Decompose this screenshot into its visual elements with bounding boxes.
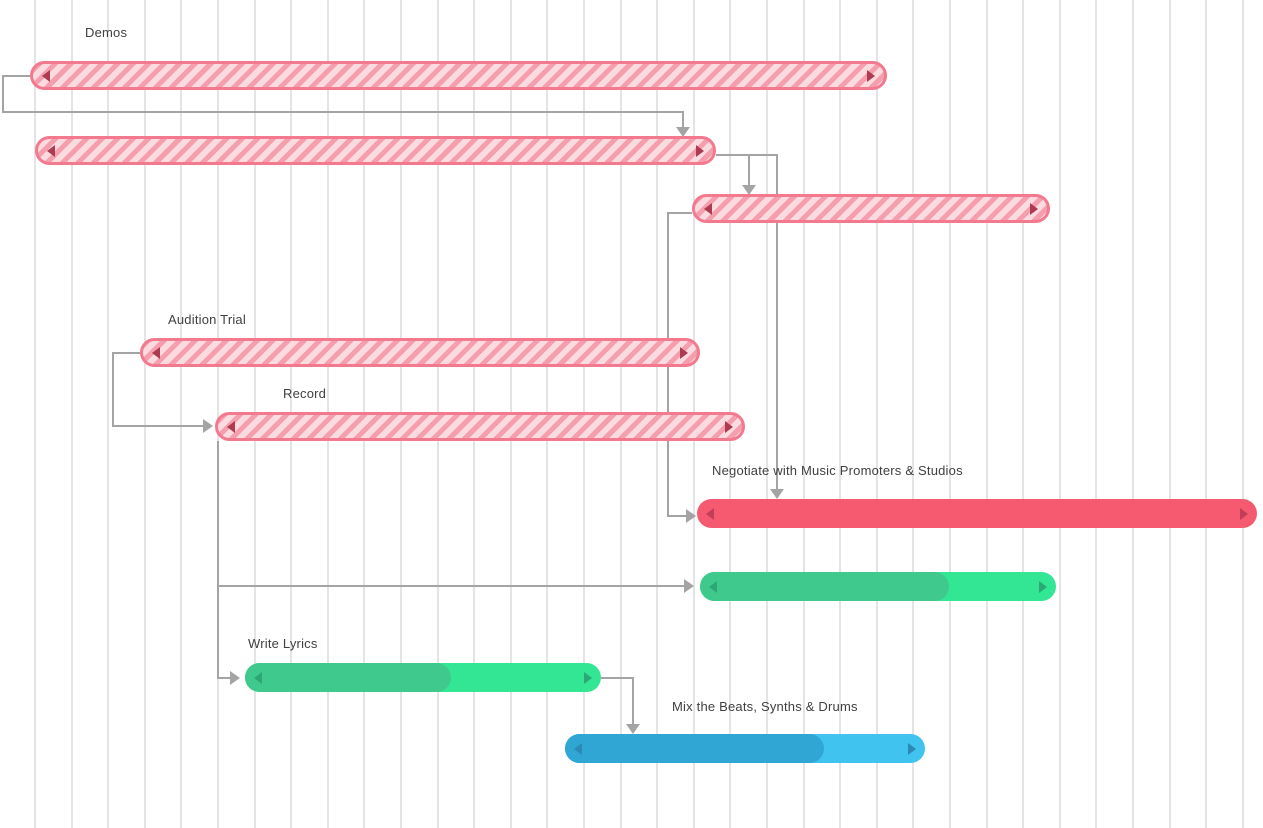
gridline [217, 0, 219, 828]
dependency-arrowhead-icon [230, 671, 240, 685]
bar-start-arrow-icon[interactable] [152, 346, 160, 359]
bar-end-arrow-icon[interactable] [1039, 580, 1047, 593]
task-bar-t9[interactable] [565, 734, 925, 763]
gridline [802, 0, 805, 828]
gridline [1168, 0, 1171, 828]
dependency-line-t1-t2 [2, 75, 684, 129]
task-bar-t3[interactable] [692, 194, 1050, 223]
bar-start-arrow-icon[interactable] [706, 507, 714, 520]
task-bar-t4[interactable] [140, 338, 700, 367]
gridline [34, 0, 36, 828]
gridline [1241, 0, 1244, 828]
task-label-t6: Negotiate with Music Promoters & Studios [712, 463, 963, 478]
dependency-arrowhead-icon [684, 579, 694, 593]
gridline [143, 0, 146, 828]
task-bar-t8[interactable] [245, 663, 601, 692]
bar-end-arrow-icon[interactable] [1030, 202, 1038, 215]
gridline [875, 0, 878, 828]
bar-start-arrow-icon[interactable] [42, 69, 50, 82]
gridline [839, 0, 842, 828]
gridline [1022, 0, 1025, 828]
dependency-arrowhead-icon [770, 489, 784, 499]
bar-end-arrow-icon[interactable] [1240, 507, 1248, 520]
task-label-t5: Record [283, 386, 327, 401]
bar-start-arrow-icon[interactable] [709, 580, 717, 593]
task-bar-t5[interactable] [215, 412, 745, 441]
bar-start-arrow-icon[interactable] [47, 144, 55, 157]
task-label-t4: Audition Trial [168, 312, 246, 327]
task-label-t8: Write Lyrics [248, 636, 318, 651]
gridline [985, 0, 988, 828]
gridline [1095, 0, 1098, 828]
bar-end-arrow-icon[interactable] [725, 420, 733, 433]
bar-end-arrow-icon[interactable] [908, 742, 916, 755]
task-bar-t2[interactable] [35, 136, 716, 165]
dependency-line-t5-t7 [217, 441, 684, 587]
bar-end-arrow-icon[interactable] [680, 346, 688, 359]
bar-end-arrow-icon[interactable] [584, 671, 592, 684]
gridline [1132, 0, 1134, 828]
task-bar-t6[interactable] [697, 499, 1257, 528]
dependency-arrowhead-icon [686, 509, 696, 523]
gridline [912, 0, 915, 828]
dependency-arrowhead-icon [626, 724, 640, 734]
gridline [766, 0, 768, 828]
dependency-line-t5-t8 [217, 586, 230, 679]
gridline [180, 0, 183, 828]
task-bar-t7[interactable] [700, 572, 1056, 601]
gridline [107, 0, 110, 828]
dependency-line-t8-t9 [601, 677, 634, 726]
dependency-arrowhead-icon [742, 185, 756, 195]
bar-end-arrow-icon[interactable] [867, 69, 875, 82]
bar-start-arrow-icon[interactable] [227, 420, 235, 433]
bar-start-arrow-icon[interactable] [704, 202, 712, 215]
task-progress-fill [245, 663, 451, 692]
task-progress-fill [565, 734, 824, 763]
task-label-t9: Mix the Beats, Synths & Drums [672, 699, 858, 714]
task-progress-fill [700, 572, 949, 601]
dependency-line-t4-t5 [112, 352, 203, 427]
dependency-arrowhead-icon [676, 127, 690, 137]
task-bar-t1[interactable] [30, 61, 887, 90]
dependency-line-t2-t6 [716, 154, 778, 491]
gridline [1205, 0, 1208, 828]
gridline [949, 0, 951, 828]
dependency-line-t2-t3 [716, 154, 750, 187]
bar-start-arrow-icon[interactable] [574, 742, 582, 755]
task-label-t1: Demos [85, 25, 128, 40]
dependency-arrowhead-icon [203, 419, 213, 433]
bar-start-arrow-icon[interactable] [254, 671, 262, 684]
gridline [70, 0, 73, 828]
bar-end-arrow-icon[interactable] [696, 144, 704, 157]
gridline [1058, 0, 1061, 828]
